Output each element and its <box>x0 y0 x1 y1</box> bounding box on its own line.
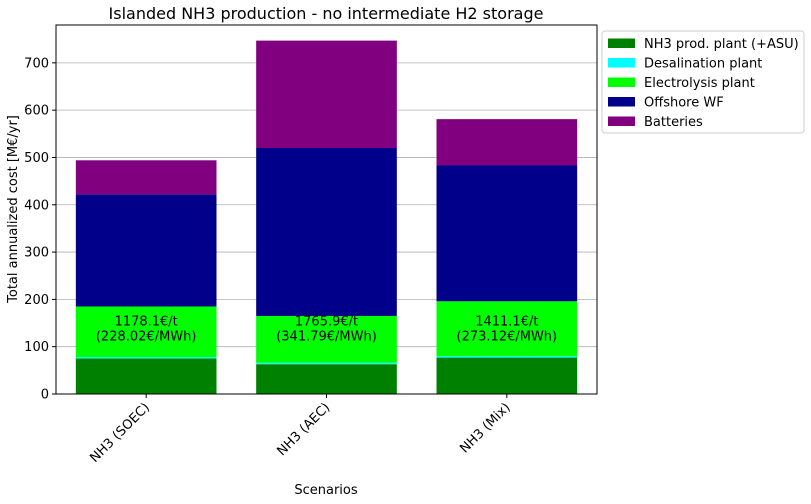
bar-segment-nh3-prod-plant-asu <box>75 358 217 394</box>
x-axis-label: Scenarios <box>294 483 358 498</box>
annotation-cost-per-ton: 1765.9€/t <box>295 314 358 329</box>
y-tick-label: 400 <box>24 198 49 213</box>
bar-segment-offshore-wf <box>436 165 578 302</box>
bar-segment-batteries <box>436 119 578 166</box>
annotation-cost-per-ton: 1178.1€/t <box>115 314 178 329</box>
x-axis: NH3 (SOEC) NH3 (AEC) NH3 (Mix) <box>87 394 514 466</box>
legend-label: Desalination plant <box>644 57 762 72</box>
bar-segment-electrolysis-plant <box>75 306 217 358</box>
legend-frame <box>601 30 805 134</box>
bar-stacks <box>75 40 578 394</box>
bar-segment-desalination-plant <box>436 356 578 358</box>
y-axis-label: Total annualized cost [M€/yr] <box>6 115 21 304</box>
annotation-cost-per-mwh: (341.79€/MWh) <box>276 330 377 345</box>
annotation-cost-per-mwh: (228.02€/MWh) <box>96 330 197 345</box>
y-tick-label: 700 <box>24 56 49 71</box>
legend-label: Electrolysis plant <box>644 76 755 91</box>
bar-annotations: 1178.1€/t(228.02€/MWh) 1765.9€/t(341.79€/… <box>96 314 557 344</box>
annotation-cost-per-ton: 1411.1€/t <box>475 314 538 329</box>
y-tick-label: 500 <box>24 151 49 166</box>
annotation-cost-per-mwh: (273.12€/MWh) <box>457 330 558 345</box>
bar-segment-electrolysis-plant <box>436 301 578 357</box>
y-tick-label: 300 <box>24 246 49 261</box>
bar-segment-desalination-plant <box>75 357 217 359</box>
legend-label: NH3 prod. plant (+ASU) <box>644 37 799 52</box>
x-tick-label: NH3 (AEC) <box>274 400 333 459</box>
legend: NH3 prod. plant (+ASU) Desalination plant… <box>601 30 805 134</box>
x-tick-label: NH3 (Mix) <box>457 400 513 456</box>
y-tick-label: 0 <box>41 388 49 403</box>
bar-segment-nh3-prod-plant-asu <box>436 357 578 394</box>
x-tick-label: NH3 (SOEC) <box>87 400 153 466</box>
legend-swatch <box>608 97 635 107</box>
bar-segment-offshore-wf <box>75 194 217 307</box>
legend-swatch <box>608 116 635 126</box>
legend-swatch <box>608 58 635 68</box>
bar-segment-nh3-prod-plant-asu <box>256 364 397 394</box>
legend-label: Offshore WF <box>644 96 724 111</box>
bar-segment-offshore-wf <box>256 148 397 316</box>
legend-swatch <box>608 38 635 48</box>
chart-title: Islanded NH3 production - no intermediat… <box>109 4 544 23</box>
bar-segment-electrolysis-plant <box>256 315 397 363</box>
y-tick-label: 100 <box>24 340 49 355</box>
bar-segment-batteries <box>75 160 217 195</box>
y-tick-label: 200 <box>24 293 49 308</box>
bar-segment-desalination-plant <box>256 362 397 365</box>
legend-swatch <box>608 77 635 87</box>
y-tick-label: 600 <box>24 104 49 119</box>
y-axis: 0 100 200 300 400 500 600 700 <box>24 56 56 403</box>
bar-segment-batteries <box>256 40 397 148</box>
legend-label: Batteries <box>644 115 703 130</box>
